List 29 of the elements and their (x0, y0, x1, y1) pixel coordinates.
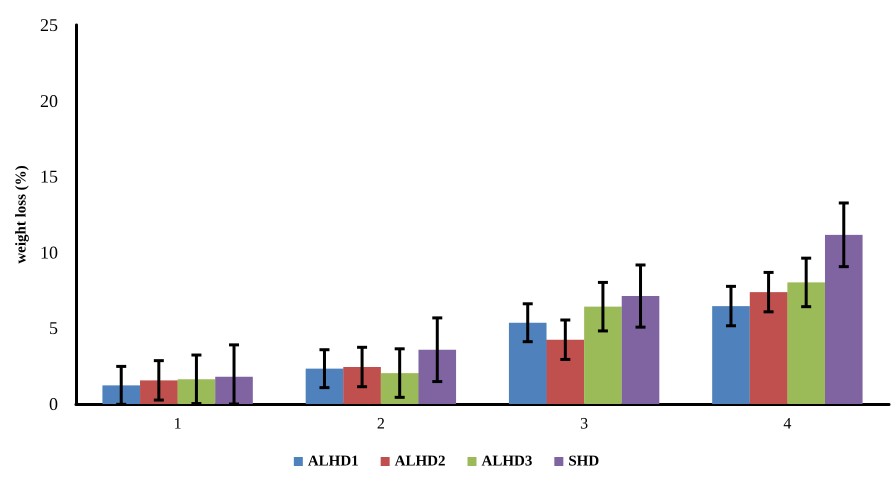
bar (380, 373, 418, 404)
y-axis-title: weight loss (%) (14, 165, 30, 264)
y-tick-label: 5 (49, 318, 58, 338)
bar (712, 306, 750, 404)
bar (584, 306, 622, 404)
legend-label: ALHD1 (308, 454, 359, 470)
legend-label: SHD (568, 454, 600, 470)
bar (824, 234, 863, 404)
y-tick-label: 0 (49, 394, 58, 414)
bar (546, 340, 584, 404)
bar (787, 282, 825, 404)
bar (306, 368, 344, 404)
bar (622, 296, 660, 404)
bar (750, 292, 788, 404)
bar (343, 367, 381, 404)
bar (140, 380, 178, 404)
legend-label: ALHD2 (394, 454, 446, 470)
y-tick-label: 10 (40, 242, 58, 262)
bar (418, 350, 456, 404)
x-tick-label: 3 (580, 416, 588, 432)
legend-label: ALHD3 (482, 454, 532, 470)
x-tick-label: 1 (174, 416, 182, 432)
x-tick-label: 2 (376, 416, 385, 432)
x-tick-label: 4 (783, 416, 792, 432)
bar (508, 322, 547, 404)
y-tick-label: 15 (40, 166, 58, 187)
y-tick-label: 25 (40, 15, 58, 35)
bar (102, 385, 140, 404)
y-tick-label: 20 (40, 90, 58, 111)
